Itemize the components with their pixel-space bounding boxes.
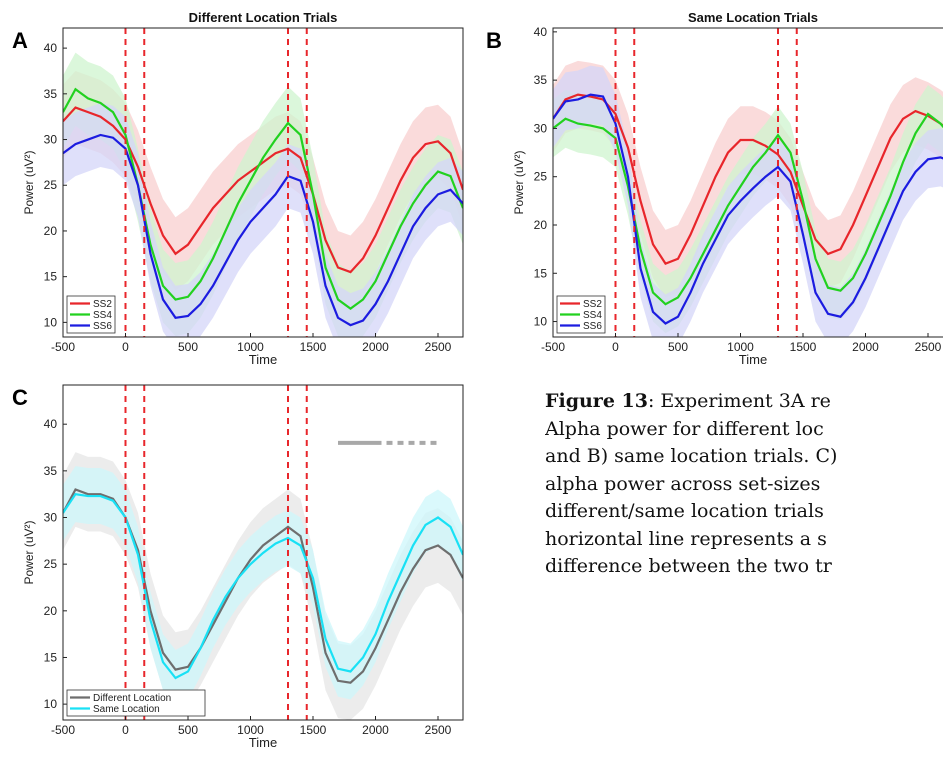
x-tick-label: 500 [178,723,198,737]
x-tick-label: 1000 [237,340,264,354]
y-tick-label: 30 [44,511,58,525]
error-band [553,65,943,337]
y-tick-label: 20 [44,224,58,238]
legend-label: Different Location [93,693,171,704]
y-tick-label: 15 [534,266,548,280]
y-tick-label: 25 [44,178,58,192]
y-tick-label: 15 [44,650,58,664]
x-tick-label: 1500 [790,340,817,354]
y-tick-label: 25 [44,557,58,571]
x-axis-label: Time [739,352,767,367]
y-tick-label: 35 [534,73,548,87]
error-band [63,102,463,337]
series-line [63,133,463,327]
y-tick-label: 20 [44,604,58,618]
axes-box [62,384,464,721]
y-tick-label: 35 [44,464,58,478]
caption-line: different/same location trials [545,500,824,522]
x-tick-label: 1500 [300,723,327,737]
x-tick-label: 2000 [852,340,879,354]
axes-box [62,27,464,338]
caption-label: Figure 13 [545,390,648,412]
y-tick-label: 10 [44,697,58,711]
chart-title: Same Location Trials [688,10,818,25]
series-line [63,87,463,311]
series-line [553,112,943,306]
y-tick-label: 40 [534,25,548,39]
caption: Figure 13: Experiment 3A re Alpha power … [545,388,943,581]
y-axis-label: Power (uV²) [22,150,36,214]
caption-line: alpha power across set-sizes [545,472,821,495]
x-tick-label: 0 [122,340,129,354]
y-tick-label: 35 [44,87,58,101]
x-tick-label: -500 [51,723,75,737]
x-tick-label: 0 [612,340,619,354]
x-axis-label: Time [249,735,277,750]
legend-label: SS4 [583,310,602,321]
caption-line: horizontal line represents a s [545,527,827,550]
legend-label: Same Location [93,704,160,715]
error-band [63,52,463,337]
legend-label: SS6 [583,321,602,332]
caption-text: : Experiment 3A re [647,390,831,412]
x-tick-label: 1500 [300,340,327,354]
y-tick-label: 40 [44,41,58,55]
series-line [553,93,943,265]
caption-line: difference between the two tr [545,555,832,577]
y-axis-label: Power (uV²) [22,520,36,584]
plot-area [553,28,943,337]
legend-label: SS4 [93,310,112,321]
x-tick-label: 500 [668,340,688,354]
x-tick-label: 2500 [915,340,942,354]
x-tick-label: 500 [178,340,198,354]
y-axis-label: Power (uV²) [512,150,526,214]
legend-label: SS6 [93,321,112,332]
x-tick-label: 2000 [362,723,389,737]
legend-label: SS2 [583,299,602,310]
series-line [553,93,943,325]
y-tick-label: 10 [534,315,548,329]
plot-area [63,28,463,337]
y-tick-label: 15 [44,270,58,284]
y-tick-label: 30 [534,121,548,135]
y-tick-label: 20 [534,218,548,232]
x-tick-label: 2000 [362,340,389,354]
x-tick-label: 2500 [425,340,452,354]
y-tick-label: 30 [44,133,58,147]
panel-letter: A [12,28,28,53]
legend-label: SS2 [93,299,112,310]
x-tick-label: 0 [122,723,129,737]
series-line [63,492,463,680]
y-tick-label: 40 [44,417,58,431]
x-tick-label: -500 [51,340,75,354]
x-tick-label: 1000 [727,340,754,354]
chart-title: Different Location Trials [189,10,338,25]
panel-letter: B [486,28,502,53]
panel-letter: C [12,385,28,410]
caption-line: Alpha power for different loc [545,417,824,440]
x-axis-label: Time [249,352,277,367]
axes-box [552,27,943,338]
plot-area [63,385,463,720]
caption-line: Figure 13: Experiment 3A re [545,388,943,416]
x-tick-label: 1000 [237,723,264,737]
y-tick-label: 10 [44,315,58,329]
caption-line: and B) same location trials. C) [545,445,838,467]
x-tick-label: 2500 [425,723,452,737]
y-tick-label: 25 [534,170,548,184]
legend-box [66,689,206,717]
error-band [553,84,943,334]
x-tick-label: -500 [541,340,565,354]
error-band [63,466,463,707]
